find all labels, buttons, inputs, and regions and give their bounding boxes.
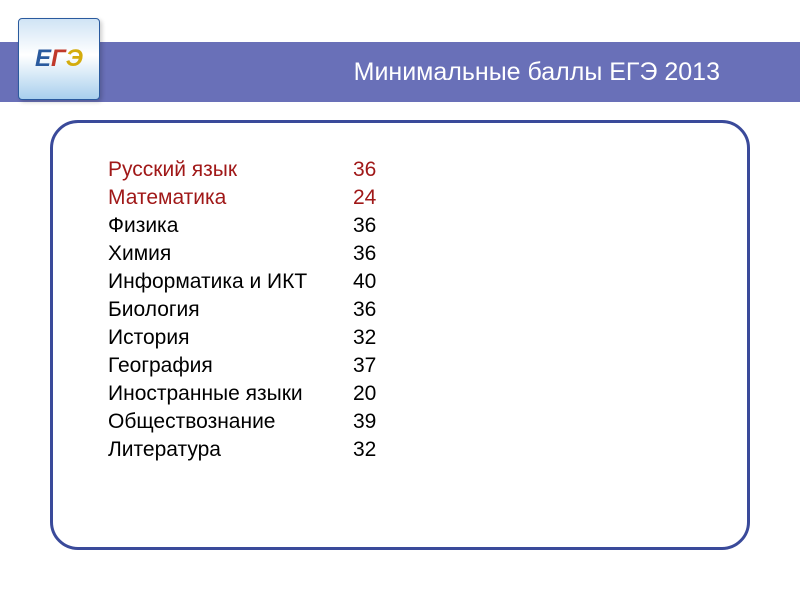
table-row: История32 (108, 326, 692, 350)
score-cell: 32 (353, 326, 376, 350)
subject-cell: Литература (108, 438, 353, 462)
subject-cell: Русский язык (108, 158, 353, 182)
subject-cell: Физика (108, 214, 353, 238)
table-row: Русский язык36 (108, 158, 692, 182)
subject-cell: Математика (108, 186, 353, 210)
logo-letter-2: Г (51, 45, 66, 72)
table-row: География37 (108, 354, 692, 378)
table-row: Математика24 (108, 186, 692, 210)
table-row: Иностранные языки20 (108, 382, 692, 406)
score-cell: 36 (353, 242, 376, 266)
score-cell: 20 (353, 382, 376, 406)
logo-letter-1: Е (35, 45, 51, 72)
score-cell: 39 (353, 410, 376, 434)
logo: ЕГЭ (18, 18, 100, 100)
score-cell: 36 (353, 298, 376, 322)
score-cell: 37 (353, 354, 376, 378)
table-row: Информатика и ИКТ40 (108, 270, 692, 294)
table-row: Обществознание39 (108, 410, 692, 434)
header-bar: Минимальные баллы ЕГЭ 2013 (0, 42, 800, 102)
score-cell: 36 (353, 158, 376, 182)
logo-text: ЕГЭ (35, 45, 83, 73)
subject-cell: Биология (108, 298, 353, 322)
subject-cell: Иностранные языки (108, 382, 353, 406)
table-row: Химия36 (108, 242, 692, 266)
table-row: Биология36 (108, 298, 692, 322)
score-cell: 32 (353, 438, 376, 462)
subject-cell: Обществознание (108, 410, 353, 434)
score-cell: 36 (353, 214, 376, 238)
subject-cell: География (108, 354, 353, 378)
subject-cell: История (108, 326, 353, 350)
score-cell: 24 (353, 186, 376, 210)
page-title: Минимальные баллы ЕГЭ 2013 (354, 58, 720, 87)
score-cell: 40 (353, 270, 376, 294)
scores-table: Русский язык36Математика24Физика36Химия3… (108, 158, 692, 462)
table-row: Физика36 (108, 214, 692, 238)
table-row: Литература32 (108, 438, 692, 462)
subject-cell: Информатика и ИКТ (108, 270, 353, 294)
content-frame: Русский язык36Математика24Физика36Химия3… (50, 120, 750, 550)
logo-letter-3: Э (66, 45, 83, 72)
subject-cell: Химия (108, 242, 353, 266)
